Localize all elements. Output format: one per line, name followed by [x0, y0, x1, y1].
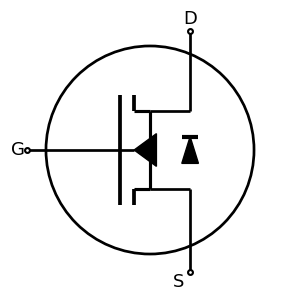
Polygon shape: [134, 134, 156, 166]
Text: S: S: [172, 273, 184, 291]
Text: D: D: [183, 10, 197, 28]
Text: G: G: [11, 141, 25, 159]
Polygon shape: [182, 136, 198, 164]
